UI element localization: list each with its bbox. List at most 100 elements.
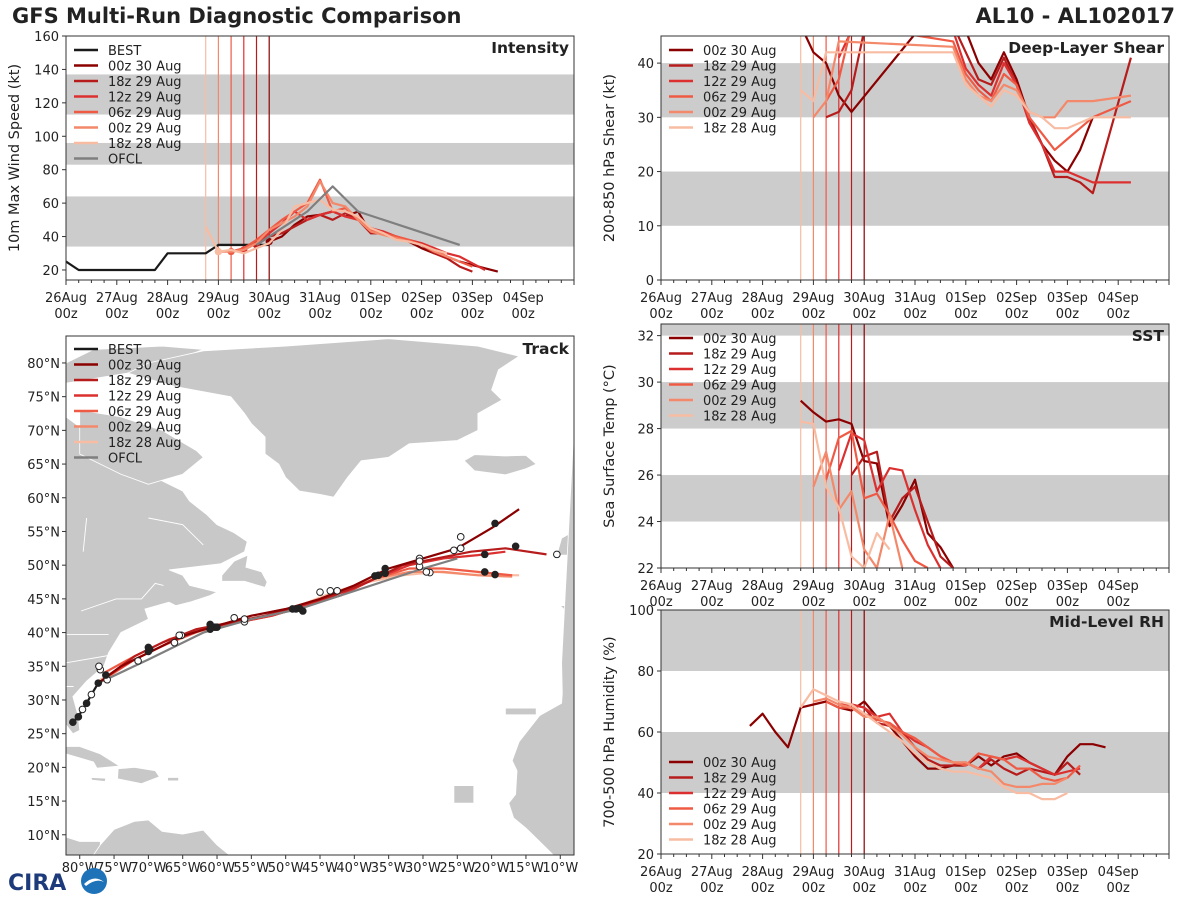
track-point-18z-29-aug	[511, 542, 520, 551]
track-lon-label: 75°W	[96, 861, 132, 876]
rh-xtick-sublabel: 00z	[802, 881, 826, 896]
intensity-xtick-label: 26Aug	[45, 291, 87, 306]
intensity-band-2	[66, 74, 574, 115]
track-point-ofcl	[316, 588, 324, 596]
track-lat-label: 55°N	[27, 525, 60, 540]
shear-ytick-label: 40	[637, 57, 654, 72]
shear-xtick-sublabel: 00z	[802, 307, 826, 322]
shear-xtick-label: 02Sep	[996, 291, 1037, 306]
rh-series-00z-29-aug	[813, 697, 1068, 789]
sst-xtick-label: 30Aug	[843, 579, 885, 594]
track-lat-label: 30°N	[27, 694, 60, 709]
land-north-america	[66, 416, 248, 855]
rh-xtick-sublabel: 00z	[700, 881, 724, 896]
track-lat-label: 35°N	[27, 660, 60, 675]
shear-xtick-sublabel: 00z	[1056, 307, 1080, 322]
land-iceland	[463, 454, 537, 476]
sst-legend-label-00z-29-aug: 00z 29 Aug	[703, 394, 777, 409]
intensity-xtick-sublabel: 00z	[156, 307, 180, 322]
track-point-ofcl	[450, 546, 458, 555]
land-border-4	[148, 517, 204, 546]
track-legend-label-12z-29-aug: 12z 29 Aug	[108, 390, 182, 405]
track-point-00z-29-aug	[491, 570, 499, 579]
track-legend-label-00z-30-aug: 00z 30 Aug	[108, 359, 182, 374]
track-point-00z-29-aug	[422, 568, 431, 576]
sst-xtick-sublabel: 00z	[954, 595, 978, 610]
track-title: Track	[523, 340, 570, 358]
land-newfoundland	[221, 554, 268, 588]
rh-ytick-label: 60	[637, 726, 654, 741]
shear-xtick-label: 27Aug	[691, 291, 733, 306]
intensity-xtick-label: 27Aug	[96, 291, 138, 306]
rh-plot-area	[661, 610, 1169, 854]
track-point-00z-30-aug	[206, 625, 214, 634]
land-jamaica	[90, 777, 107, 782]
track-lon-label: 60°W	[199, 861, 235, 876]
intensity-legend-label-ofcl: OFCL	[108, 153, 143, 168]
track-legend-label-18z-28-aug: 18z 28 Aug	[108, 436, 182, 451]
shear-series-18z-29-aug	[825, 36, 1132, 195]
rh-title: Mid-Level RH	[1049, 613, 1164, 631]
intensity-series-ofcl	[255, 185, 461, 246]
intensity-xtick-label: 04Sep	[503, 291, 544, 306]
track-lat-label: 70°N	[27, 424, 60, 439]
sst-xtick-sublabel: 00z	[1056, 595, 1080, 610]
rh-ytick-label: 80	[637, 665, 654, 680]
sst-plot-area	[661, 324, 1169, 568]
rh-legend-label-00z-30-aug: 00z 30 Aug	[703, 756, 777, 771]
land-border-1	[66, 655, 109, 664]
rh-xtick-label: 26Aug	[640, 865, 682, 880]
shear-xtick-label: 30Aug	[843, 291, 885, 306]
shear-band-0	[661, 171, 1169, 226]
track-point-best	[94, 679, 103, 687]
track-point-18z-29-aug	[456, 544, 465, 553]
shear-xtick-label: 29Aug	[792, 291, 834, 306]
sst-ytick-label: 28	[637, 423, 654, 438]
track-lon-label: 15°W	[508, 861, 544, 876]
sst-series-00z-30-aug	[799, 399, 955, 568]
sst-title: SST	[1132, 327, 1165, 345]
rh-legend-label-00z-29-aug: 00z 29 Aug	[703, 818, 777, 833]
intensity-ylabel: 10m Max Wind Speed (kt)	[7, 64, 23, 252]
intensity-xtick-sublabel: 00z	[207, 307, 231, 322]
sst-series-18z-28-aug	[800, 420, 891, 568]
sst-series-06z-29-aug	[825, 429, 929, 568]
shear-series-06z-29-aug	[825, 36, 1132, 151]
intensity-ytick-label: 80	[42, 164, 59, 179]
cira-logo-swirl-icon	[84, 878, 104, 886]
shear-xtick-sublabel: 00z	[1005, 307, 1029, 322]
panel-track: 10°N 15°N 20°N 25°N 30°N 35°N 40°N 45°N 50°N 55°N…	[27, 335, 578, 876]
cira-logo-text: CIRA	[8, 871, 66, 896]
track-point-18z-29-aug	[553, 550, 561, 559]
track-lon-label: 50°W	[268, 861, 304, 876]
land-border-0	[80, 582, 164, 612]
sst-xtick-sublabel: 00z	[903, 595, 927, 610]
shear-series-12z-29-aug	[837, 36, 1131, 184]
track-legend-label-ofcl: OFCL	[108, 452, 143, 467]
land-greenland	[126, 338, 521, 498]
shear-xtick-label: 03Sep	[1047, 291, 1088, 306]
intensity-xtick-label: 31Aug	[299, 291, 341, 306]
intensity-xtick-label: 29Aug	[197, 291, 239, 306]
shear-xtick-sublabel: 00z	[954, 307, 978, 322]
sst-band-1	[661, 382, 1169, 429]
shear-title: Deep-Layer Shear	[1008, 39, 1164, 57]
track-point-best	[82, 699, 91, 708]
intensity-legend-label-18z-28-aug: 18z 28 Aug	[108, 137, 182, 152]
intensity-marker-18z-28-aug	[214, 247, 222, 256]
intensity-legend-label-best: BEST	[108, 44, 141, 59]
sst-legend-label-18z-29-aug: 18z 29 Aug	[703, 348, 777, 363]
track-lat-label: 50°N	[27, 559, 60, 574]
track-lon-label: 70°W	[130, 861, 166, 876]
rh-xtick-label: 31Aug	[894, 865, 936, 880]
panel-intensity: 2040608010012014016026Aug00z27Aug00z28Au…	[7, 30, 575, 322]
track-point-00z-30-aug	[144, 647, 153, 656]
sst-ylabel: Sea Surface Temp (°C)	[602, 364, 618, 527]
intensity-ytick-label: 160	[34, 30, 59, 45]
track-point-00z-29-aug	[170, 638, 179, 647]
rh-legend-label-18z-29-aug: 18z 29 Aug	[703, 772, 777, 787]
intensity-legend-label-18z-29-aug: 18z 29 Aug	[108, 75, 182, 90]
rh-xtick-label: 03Sep	[1047, 865, 1088, 880]
land-hispaniola	[117, 766, 161, 785]
